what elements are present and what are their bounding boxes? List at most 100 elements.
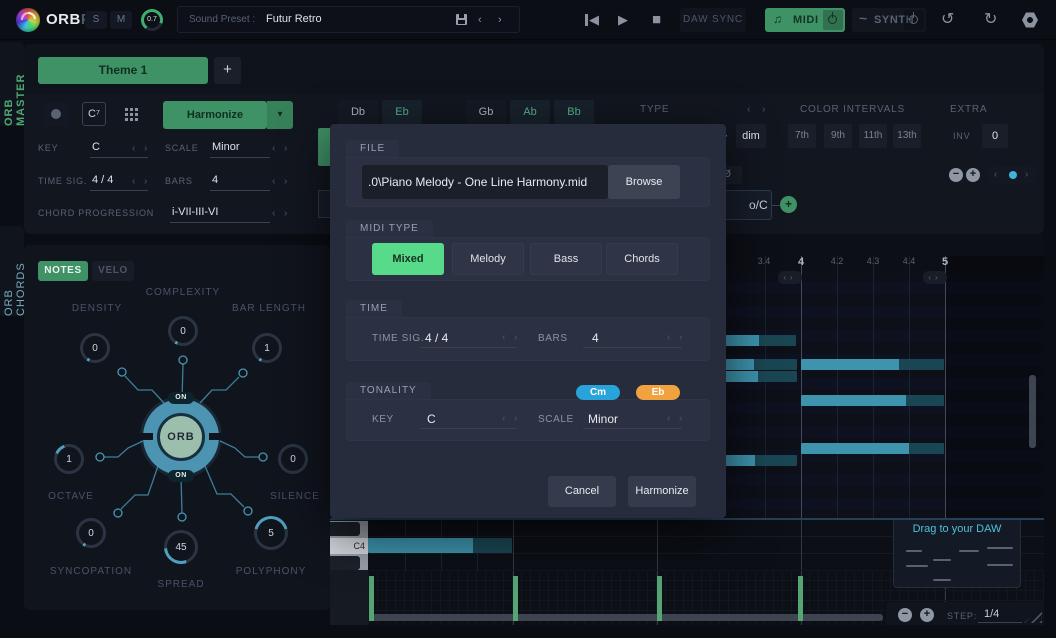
- theme-tab[interactable]: Theme 1: [38, 57, 208, 84]
- dialog-bars-value[interactable]: 4: [592, 331, 599, 345]
- tab-velo[interactable]: VELO: [92, 261, 134, 281]
- type-next-icon[interactable]: ›: [762, 104, 766, 115]
- bars-value[interactable]: 4: [212, 174, 219, 186]
- horizontal-scrollbar[interactable]: [369, 614, 883, 621]
- dialog-timesig-value[interactable]: 4 / 4: [425, 331, 449, 345]
- daw-sync-button[interactable]: DAW SYNC: [680, 8, 746, 32]
- velocity-bar[interactable]: [657, 576, 662, 621]
- interval-7th-button[interactable]: 7th: [788, 124, 816, 148]
- interval-9th-button[interactable]: 9th: [824, 124, 852, 148]
- syncopation-knob[interactable]: 0: [76, 518, 106, 548]
- dialog-key-prev-icon[interactable]: ‹: [502, 413, 506, 424]
- timesig-prev-icon[interactable]: ‹: [132, 176, 136, 187]
- note-pad-db[interactable]: Db: [338, 100, 378, 124]
- timeline-layer[interactable]: 3.4 4 4.2 4.3 4.4 5: [330, 234, 1044, 518]
- progression-prev-icon[interactable]: ‹: [272, 208, 276, 219]
- harmonize-button[interactable]: Harmonize: [163, 101, 267, 129]
- interval-11th-button[interactable]: 11th: [859, 124, 887, 148]
- octave-knob[interactable]: 1: [54, 444, 84, 474]
- midi-note-c4[interactable]: [368, 538, 512, 553]
- add-theme-button[interactable]: +: [214, 57, 241, 84]
- inv-value[interactable]: 0: [982, 124, 1008, 148]
- key-prev-icon[interactable]: ‹: [132, 143, 136, 154]
- preset-prev-icon[interactable]: ‹: [478, 14, 482, 26]
- density-knob[interactable]: 0: [80, 333, 110, 363]
- black-key[interactable]: [330, 556, 360, 570]
- dialog-bars-next-icon[interactable]: ›: [679, 332, 683, 343]
- dialog-bars-prev-icon[interactable]: ‹: [667, 332, 671, 343]
- progression-value[interactable]: i-VII-III-VI: [172, 206, 219, 218]
- sidebar-tab-chords[interactable]: ORB CHORDS: [0, 226, 27, 316]
- complexity-knob[interactable]: 0: [168, 316, 198, 346]
- zoom-in-button[interactable]: +: [966, 168, 980, 182]
- browse-button[interactable]: Browse: [608, 165, 680, 199]
- sound-preset-bar[interactable]: Sound Preset : Futur Retro ‹ ›: [177, 6, 520, 33]
- velocity-bar[interactable]: [798, 576, 803, 621]
- step-value[interactable]: 1/4: [984, 608, 1000, 620]
- dialog-harmonize-button[interactable]: Harmonize: [628, 476, 696, 507]
- dialog-scale-prev-icon[interactable]: ‹: [667, 413, 671, 424]
- dialog-key-value[interactable]: C: [427, 412, 436, 426]
- chord7-button[interactable]: C⁷: [82, 102, 106, 126]
- dialog-key-next-icon[interactable]: ›: [514, 413, 518, 424]
- orb-on-top-badge[interactable]: ON: [168, 392, 194, 404]
- timesig-value[interactable]: 4 / 4: [92, 174, 114, 186]
- note-pad-bb[interactable]: Bb: [554, 100, 594, 124]
- redo-button[interactable]: ↻: [984, 11, 998, 28]
- bar-length-knob[interactable]: 1: [252, 333, 282, 363]
- note-pad-ab[interactable]: Ab: [510, 100, 550, 124]
- drag-to-daw-panel[interactable]: Drag to your DAW: [893, 520, 1021, 588]
- key-next-icon[interactable]: ›: [144, 143, 148, 154]
- orb-on-bottom-badge[interactable]: ON: [168, 470, 194, 482]
- dialog-scale-next-icon[interactable]: ›: [679, 413, 683, 424]
- synth-toggle[interactable]: ~ SYNTH: [852, 8, 926, 32]
- master-volume-knob[interactable]: 0.7: [141, 9, 163, 31]
- save-icon[interactable]: [456, 14, 467, 25]
- silence-knob[interactable]: 0: [278, 444, 308, 474]
- orb-center[interactable]: ORB ON ON: [139, 392, 223, 482]
- bars-prev-icon[interactable]: ‹: [272, 176, 276, 187]
- cancel-button[interactable]: Cancel: [548, 476, 616, 507]
- solo-button[interactable]: S: [85, 11, 107, 29]
- settings-gear-icon[interactable]: [1022, 12, 1038, 28]
- dialog-timesig-prev-icon[interactable]: ‹: [502, 332, 506, 343]
- tab-notes[interactable]: NOTES: [38, 261, 88, 281]
- white-key-c4[interactable]: C4: [330, 538, 368, 554]
- midi-toggle[interactable]: ♫ MIDI: [765, 8, 845, 32]
- midi-type-chords[interactable]: Chords: [606, 243, 678, 275]
- velocity-bar[interactable]: [513, 576, 518, 621]
- dialog-timesig-next-icon[interactable]: ›: [514, 332, 518, 343]
- synth-power-button[interactable]: [904, 10, 924, 30]
- type-prev-icon[interactable]: ‹: [747, 104, 751, 115]
- timesig-next-icon[interactable]: ›: [144, 176, 148, 187]
- scale-value[interactable]: Minor: [212, 141, 240, 153]
- piano-roll-lower[interactable]: C4 Drag to your DAW − + STEP: [330, 518, 1044, 625]
- sidebar-tab-master[interactable]: ORB MASTER: [0, 42, 27, 126]
- harmonize-dropdown[interactable]: ▾: [267, 101, 293, 129]
- black-key[interactable]: [330, 522, 360, 536]
- loop-handle-left[interactable]: ‹›: [778, 271, 802, 284]
- preset-next-icon[interactable]: ›: [498, 14, 502, 26]
- file-path-input[interactable]: [362, 165, 608, 199]
- page-selector[interactable]: ‹ ›: [988, 166, 1036, 184]
- record-button[interactable]: [44, 102, 68, 126]
- add-chord-button[interactable]: +: [780, 196, 797, 213]
- interval-13th-button[interactable]: 13th: [893, 124, 921, 148]
- skip-start-button[interactable]: ◀: [589, 12, 599, 27]
- note-pad-eb[interactable]: Eb: [382, 100, 422, 124]
- page-prev-icon[interactable]: ‹: [994, 169, 998, 180]
- grid-view-button[interactable]: [120, 102, 144, 126]
- midi-type-bass[interactable]: Bass: [530, 243, 602, 275]
- progression-next-icon[interactable]: ›: [284, 208, 288, 219]
- velocity-bar[interactable]: [369, 576, 374, 621]
- scale-prev-icon[interactable]: ‹: [272, 143, 276, 154]
- undo-button[interactable]: ↺: [941, 11, 955, 28]
- spread-knob[interactable]: 45: [164, 530, 198, 564]
- stop-button[interactable]: ■: [652, 11, 662, 28]
- note-pad-gb[interactable]: Gb: [466, 100, 506, 124]
- midi-type-mixed[interactable]: Mixed: [372, 243, 444, 275]
- zoom-out-button[interactable]: −: [949, 168, 963, 182]
- page-next-icon[interactable]: ›: [1025, 169, 1029, 180]
- polyphony-knob[interactable]: 5: [254, 516, 288, 550]
- scale-next-icon[interactable]: ›: [284, 143, 288, 154]
